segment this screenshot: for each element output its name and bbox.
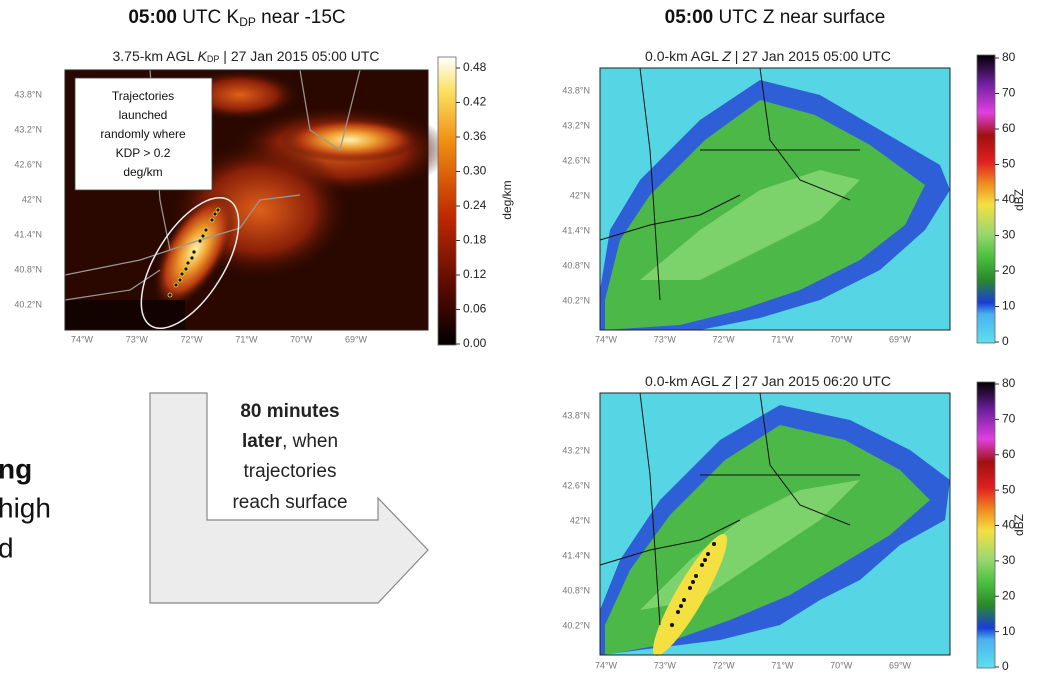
colorbar-tick-label: 0.30 (463, 164, 487, 178)
lon-label: 73°W (654, 334, 677, 344)
annotation-line: deg/km (123, 165, 162, 179)
lat-label: 43.2°N (14, 124, 42, 134)
lon-label: 73°W (654, 660, 677, 670)
lon-label: 69°W (889, 660, 912, 670)
arrow-text: trajectories (244, 461, 337, 482)
lon-label: 70°W (830, 660, 853, 670)
colorbar-tick-label: 60 (1002, 447, 1016, 461)
colorbar-tick-label: 0 (1002, 334, 1009, 348)
lon-label: 74°W (71, 334, 94, 344)
colorbar-tick-label: 10 (1002, 299, 1016, 313)
annotation-line: KDP > 0.2 (116, 146, 171, 160)
lon-label: 72°W (713, 660, 736, 670)
colorbar-tick-label: 80 (1002, 376, 1016, 390)
z-map-0620 (600, 382, 995, 668)
colorbar-tick-label: 20 (1002, 588, 1016, 602)
lat-label: 42°N (570, 515, 590, 525)
lon-label: 69°W (345, 334, 368, 344)
map-subtitle: 3.75-km AGL KDP | 27 Jan 2015 05:00 UTC (112, 48, 379, 65)
lon-label: 71°W (235, 334, 258, 344)
lat-label: 40.8°N (562, 585, 590, 595)
lat-label: 42°N (570, 190, 590, 200)
lat-label: 42.6°N (14, 159, 42, 169)
lat-label: 40.2°N (562, 295, 590, 305)
colorbar-tick-label: 30 (1002, 228, 1016, 242)
colorbar-tick-label: 70 (1002, 412, 1016, 426)
lat-label: 43.8°N (562, 410, 590, 420)
colorbar-tick-label: 0.06 (463, 302, 487, 316)
lat-label: 41.4°N (14, 229, 42, 239)
lat-label: 41.4°N (562, 550, 590, 560)
annotation-line: randomly where (100, 127, 186, 141)
cut-text: ng (0, 453, 32, 484)
colorbar-tick-label: 0.48 (463, 60, 487, 74)
lat-label: 41.4°N (562, 225, 590, 235)
lon-label: 72°W (181, 334, 204, 344)
colorbar-tick-label: 0.12 (463, 267, 487, 281)
lat-label: 43.2°N (562, 120, 590, 130)
colorbar-tick-label: 0.24 (463, 198, 487, 212)
lat-label: 40.8°N (562, 260, 590, 270)
slide: 05:00 UTC KDP near -15C 05:00 UTC Z near… (0, 0, 1038, 673)
lat-label: 42.6°N (562, 480, 590, 490)
lat-label: 42°N (22, 194, 42, 204)
lon-label: 73°W (126, 334, 149, 344)
arrow-text: later, when (242, 431, 338, 452)
lon-label: 70°W (830, 334, 853, 344)
colorbar-tick-label: 0.42 (463, 95, 487, 109)
annotation-line: Trajectories (112, 89, 174, 103)
cut-text: high (0, 492, 51, 523)
colorbar-label: dBZ (1012, 514, 1026, 536)
colorbar-tick-label: 0.00 (463, 336, 487, 350)
lon-label: 72°W (713, 334, 736, 344)
colorbar-tick-label: 80 (1002, 50, 1016, 64)
colorbar-tick-label: 70 (1002, 86, 1016, 100)
cut-text: d (0, 532, 14, 563)
lat-label: 43.2°N (562, 445, 590, 455)
arrow-text: reach surface (232, 492, 347, 513)
colorbar-tick-label: 30 (1002, 553, 1016, 567)
lon-label: 71°W (771, 334, 794, 344)
lat-label: 43.8°N (14, 89, 42, 99)
lat-label: 40.8°N (14, 264, 42, 274)
colorbar-label: dBZ (1012, 189, 1026, 211)
colorbar-tick-label: 0.36 (463, 129, 487, 143)
colorbar-label: deg/km (500, 180, 514, 219)
lon-label: 69°W (889, 334, 912, 344)
colorbar-tick-label: 0 (1002, 659, 1009, 673)
colorbar-tick-label: 50 (1002, 157, 1016, 171)
lat-label: 43.8°N (562, 85, 590, 95)
colorbar-tick-label: 20 (1002, 263, 1016, 277)
right-title: 05:00 UTC Z near surface (665, 7, 886, 28)
map-subtitle: 0.0-km AGL Z | 27 Jan 2015 06:20 UTC (645, 373, 891, 389)
map-subtitle: 0.0-km AGL Z | 27 Jan 2015 05:00 UTC (645, 48, 891, 64)
colorbar-tick-label: 0.18 (463, 233, 487, 247)
arrow-text: 80 minutes (240, 401, 339, 422)
lon-label: 71°W (771, 660, 794, 670)
lon-label: 74°W (595, 660, 618, 670)
colorbar-tick-label: 10 (1002, 624, 1016, 638)
left-title: 05:00 UTC KDP near -15C (128, 7, 345, 29)
colorbar-tick-label: 50 (1002, 482, 1016, 496)
lon-label: 70°W (290, 334, 313, 344)
lat-label: 40.2°N (14, 299, 42, 309)
annotation-line: launched (119, 108, 168, 122)
lon-label: 74°W (595, 334, 618, 344)
lat-label: 40.2°N (562, 620, 590, 630)
z-map-0500 (600, 55, 995, 343)
lat-label: 42.6°N (562, 155, 590, 165)
colorbar-tick-label: 60 (1002, 121, 1016, 135)
